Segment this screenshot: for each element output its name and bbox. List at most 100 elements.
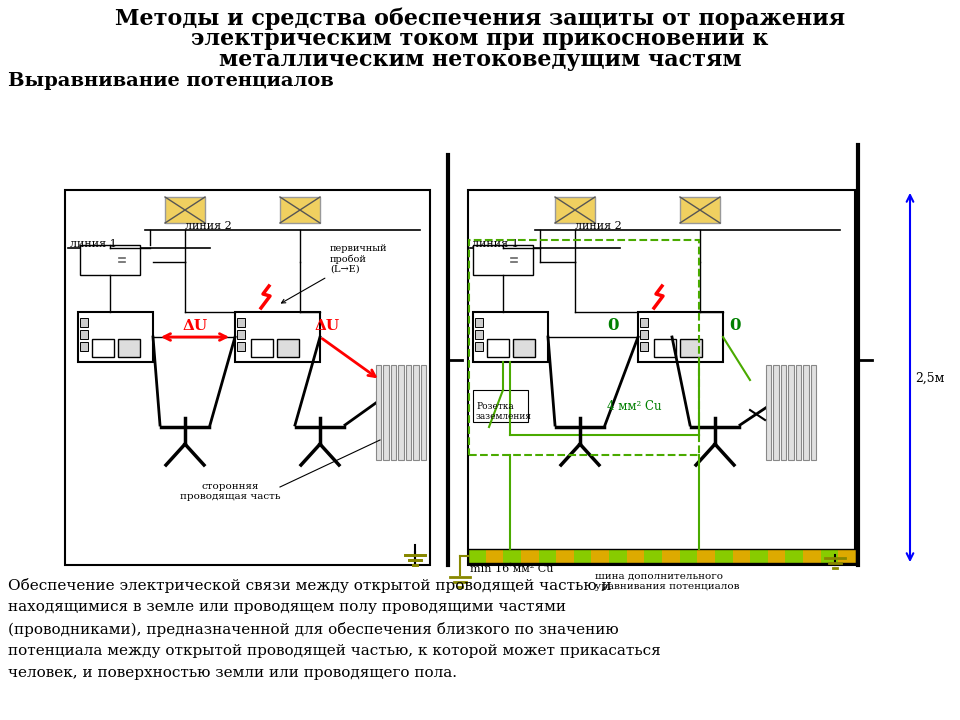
- Text: ΔU: ΔU: [315, 319, 340, 333]
- Bar: [732, 549, 750, 563]
- Bar: [487, 339, 509, 357]
- Bar: [80, 318, 88, 327]
- Bar: [277, 339, 299, 357]
- Bar: [406, 365, 411, 460]
- Bar: [715, 549, 732, 563]
- Bar: [810, 365, 816, 460]
- Circle shape: [309, 396, 330, 417]
- Bar: [574, 549, 591, 563]
- Bar: [539, 549, 556, 563]
- Bar: [555, 197, 595, 223]
- Text: человек, и поверхностью земли или проводящего пола.: человек, и поверхностью земли или провод…: [8, 666, 457, 680]
- Bar: [391, 365, 396, 460]
- Text: металлическим нетоковедущим частям: металлическим нетоковедущим частям: [219, 49, 741, 71]
- Bar: [237, 318, 245, 327]
- Bar: [473, 312, 548, 362]
- Bar: [118, 339, 140, 357]
- Bar: [697, 549, 715, 563]
- Text: сторонняя
проводящая часть: сторонняя проводящая часть: [180, 482, 280, 501]
- Text: Выравнивание потенциалов: Выравнивание потенциалов: [8, 72, 334, 90]
- Bar: [80, 330, 88, 339]
- Text: находящимися в земле или проводящем полу проводящими частями: находящимися в земле или проводящем полу…: [8, 600, 566, 614]
- Circle shape: [487, 430, 491, 434]
- Bar: [768, 549, 785, 563]
- Circle shape: [483, 252, 499, 268]
- Bar: [750, 549, 768, 563]
- Bar: [780, 365, 786, 460]
- Text: Обеспечение электрической связи между открытой проводящей частью и: Обеспечение электрической связи между от…: [8, 578, 612, 593]
- Text: электрическим током при прикосновении к: электрическим током при прикосновении к: [191, 28, 769, 50]
- Text: потенциала между открытой проводящей частью, к которой может прикасаться: потенциала между открытой проводящей час…: [8, 644, 660, 658]
- Text: шина дополнительного
уравнивания потенциалов: шина дополнительного уравнивания потенци…: [595, 572, 739, 591]
- Bar: [237, 330, 245, 339]
- Bar: [640, 330, 648, 339]
- Text: min 16 мм² Cu: min 16 мм² Cu: [470, 564, 554, 574]
- Circle shape: [96, 257, 102, 263]
- Circle shape: [569, 396, 590, 417]
- Bar: [804, 549, 821, 563]
- Bar: [251, 339, 273, 357]
- Bar: [556, 549, 574, 563]
- Bar: [413, 365, 419, 460]
- Bar: [785, 549, 804, 563]
- Circle shape: [484, 427, 494, 437]
- Bar: [475, 318, 483, 327]
- Bar: [78, 312, 153, 362]
- Bar: [680, 339, 702, 357]
- Circle shape: [705, 396, 726, 417]
- Bar: [420, 365, 426, 460]
- Text: Методы и средства обеспечения защиты от поражения: Методы и средства обеспечения защиты от …: [115, 7, 845, 30]
- Bar: [376, 365, 381, 460]
- Bar: [80, 342, 88, 351]
- Bar: [280, 197, 320, 223]
- Bar: [680, 197, 720, 223]
- Text: первичный
пробой
(L→E): первичный пробой (L→E): [281, 243, 388, 303]
- Circle shape: [115, 253, 129, 267]
- Bar: [486, 549, 503, 563]
- Text: (проводниками), предназначенной для обеспечения близкого по значению: (проводниками), предназначенной для обес…: [8, 622, 618, 637]
- Bar: [475, 330, 483, 339]
- Text: 2,5м: 2,5м: [915, 372, 945, 384]
- Bar: [640, 342, 648, 351]
- Bar: [398, 365, 404, 460]
- Bar: [804, 365, 808, 460]
- Bar: [644, 549, 662, 563]
- Bar: [383, 365, 389, 460]
- Bar: [503, 549, 521, 563]
- Text: ΔU: ΔU: [183, 319, 208, 333]
- Bar: [680, 549, 697, 563]
- Text: 0: 0: [607, 317, 618, 334]
- Bar: [838, 549, 856, 563]
- Bar: [766, 365, 772, 460]
- Bar: [788, 365, 794, 460]
- Bar: [468, 190, 855, 565]
- Bar: [627, 549, 644, 563]
- Bar: [609, 549, 627, 563]
- Bar: [235, 312, 320, 362]
- Text: 4 мм² Cu: 4 мм² Cu: [607, 400, 661, 413]
- Bar: [821, 549, 838, 563]
- Bar: [165, 197, 205, 223]
- Text: 0: 0: [729, 317, 740, 334]
- Bar: [473, 390, 528, 422]
- Circle shape: [175, 396, 196, 417]
- Bar: [662, 549, 680, 563]
- Bar: [468, 549, 486, 563]
- Bar: [638, 312, 723, 362]
- Bar: [468, 549, 856, 563]
- Bar: [237, 342, 245, 351]
- Bar: [774, 365, 779, 460]
- Bar: [521, 549, 539, 563]
- Bar: [591, 549, 609, 563]
- Bar: [80, 245, 140, 275]
- Bar: [640, 318, 648, 327]
- Bar: [796, 365, 802, 460]
- Circle shape: [488, 257, 494, 263]
- Bar: [473, 245, 533, 275]
- Text: линия 1: линия 1: [472, 239, 518, 249]
- Text: линия 2: линия 2: [185, 221, 231, 231]
- Text: Розетка
заземления: Розетка заземления: [476, 402, 532, 421]
- Bar: [469, 240, 699, 455]
- Bar: [654, 339, 676, 357]
- Text: линия 1: линия 1: [70, 239, 117, 249]
